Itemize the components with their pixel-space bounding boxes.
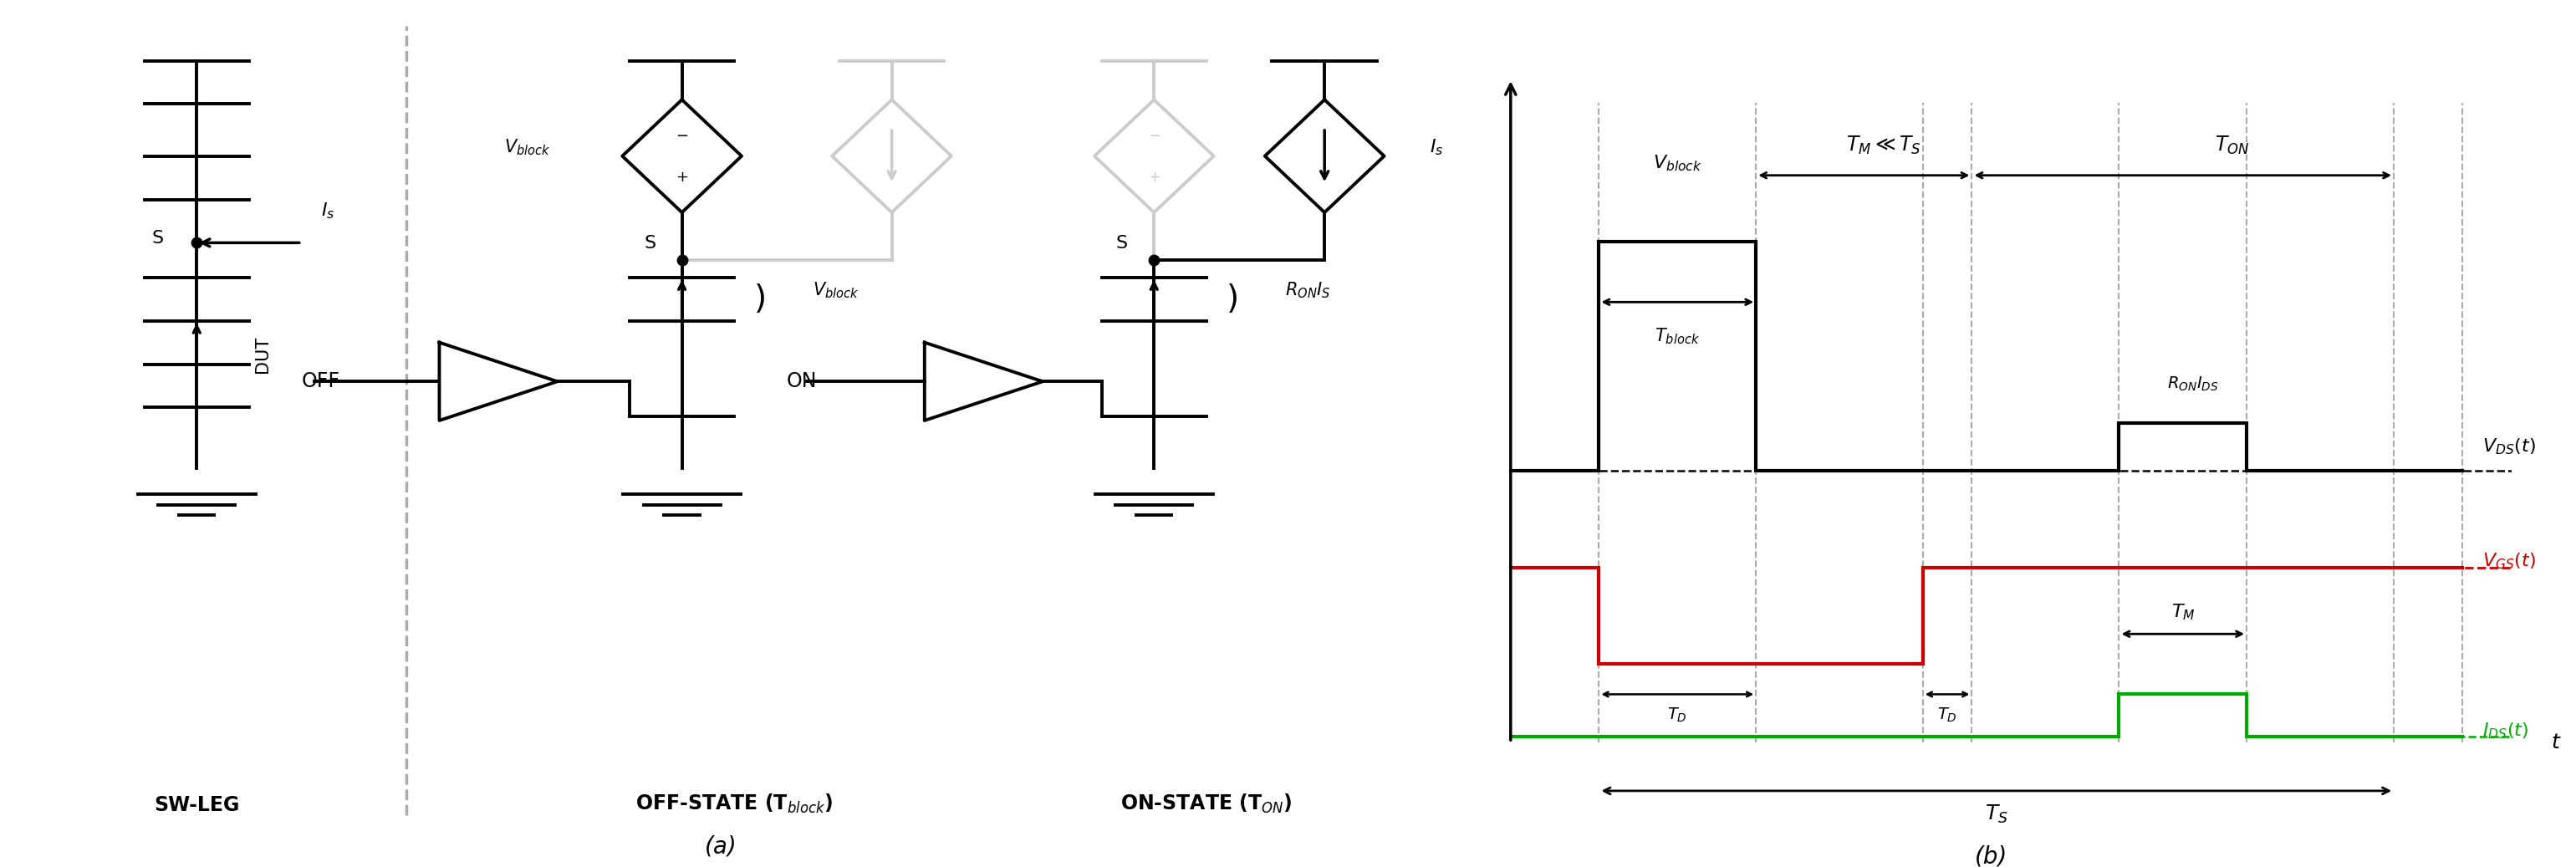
Text: $V_{block}$: $V_{block}$ bbox=[1654, 153, 1703, 173]
Text: OFF-STATE (T$_{block}$): OFF-STATE (T$_{block}$) bbox=[636, 792, 832, 815]
Text: SW-LEG: SW-LEG bbox=[155, 795, 240, 815]
Text: $V_{GS}(t)$: $V_{GS}(t)$ bbox=[2483, 551, 2535, 571]
Text: $I_s$: $I_s$ bbox=[322, 201, 335, 221]
Text: ): ) bbox=[1226, 284, 1239, 315]
Text: (b): (b) bbox=[1976, 845, 2007, 867]
Text: $T_D$: $T_D$ bbox=[1937, 707, 1958, 724]
Text: S: S bbox=[644, 235, 657, 251]
Text: ): ) bbox=[755, 284, 768, 315]
Text: $T_S$: $T_S$ bbox=[1984, 803, 2009, 825]
Text: $I_{DS}(t)$: $I_{DS}(t)$ bbox=[2483, 720, 2527, 740]
Text: ON-STATE (T$_{ON}$): ON-STATE (T$_{ON}$) bbox=[1121, 792, 1293, 815]
Text: OFF: OFF bbox=[301, 371, 340, 392]
Text: ON: ON bbox=[786, 371, 817, 392]
Text: $V_{block}$: $V_{block}$ bbox=[505, 138, 551, 157]
Text: $-$: $-$ bbox=[1149, 127, 1159, 142]
Text: $T_D$: $T_D$ bbox=[1667, 707, 1687, 724]
Text: $T_M \ll T_S$: $T_M \ll T_S$ bbox=[1847, 134, 1922, 156]
Text: $+$: $+$ bbox=[675, 170, 688, 185]
Text: $T_M$: $T_M$ bbox=[2172, 603, 2195, 622]
Text: (a): (a) bbox=[706, 835, 737, 858]
Text: $R_{ON}I_{DS}$: $R_{ON}I_{DS}$ bbox=[2166, 375, 2218, 393]
Text: DUT: DUT bbox=[255, 336, 270, 373]
Text: $I_s$: $I_s$ bbox=[1430, 138, 1443, 157]
Text: S: S bbox=[1115, 235, 1128, 251]
Text: $-$: $-$ bbox=[675, 127, 688, 142]
Text: $+$: $+$ bbox=[1149, 170, 1159, 185]
Text: $V_{block}$: $V_{block}$ bbox=[814, 281, 860, 300]
Text: $t$: $t$ bbox=[2550, 733, 2561, 753]
Text: S: S bbox=[152, 230, 165, 247]
Text: $T_{block}$: $T_{block}$ bbox=[1654, 326, 1700, 346]
Text: $V_{DS}(t)$: $V_{DS}(t)$ bbox=[2483, 437, 2535, 457]
Text: $T_{ON}$: $T_{ON}$ bbox=[2215, 134, 2249, 156]
Text: $R_{ON}I_S$: $R_{ON}I_S$ bbox=[1285, 281, 1332, 300]
